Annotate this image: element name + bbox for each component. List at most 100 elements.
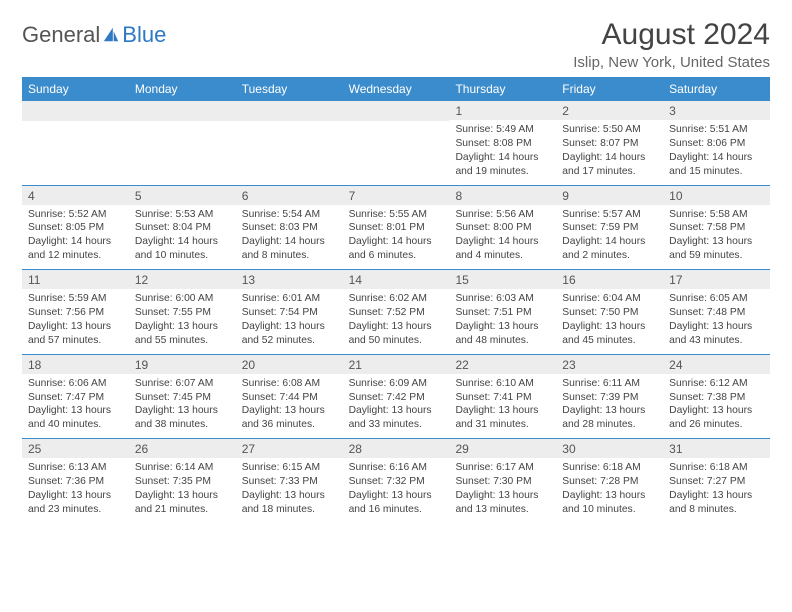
day-number: 4: [22, 186, 129, 205]
sunrise-line: Sunrise: 6:01 AM: [242, 292, 337, 306]
sunset-line: Sunset: 8:08 PM: [455, 137, 550, 151]
day-cell: 13Sunrise: 6:01 AMSunset: 7:54 PMDayligh…: [236, 270, 343, 354]
daylight-line: Daylight: 13 hours and 43 minutes.: [669, 320, 764, 348]
sunrise-line: Sunrise: 5:56 AM: [455, 208, 550, 222]
daylight-line: Daylight: 13 hours and 28 minutes.: [562, 404, 657, 432]
empty-day: [129, 101, 236, 121]
sunset-line: Sunset: 7:48 PM: [669, 306, 764, 320]
day-body: Sunrise: 6:15 AMSunset: 7:33 PMDaylight:…: [236, 461, 343, 517]
day-of-week-header: SundayMondayTuesdayWednesdayThursdayFrid…: [22, 77, 770, 101]
sunset-line: Sunset: 8:01 PM: [349, 221, 444, 235]
day-number: 11: [22, 270, 129, 289]
sunset-line: Sunset: 8:07 PM: [562, 137, 657, 151]
day-body: Sunrise: 6:00 AMSunset: 7:55 PMDaylight:…: [129, 292, 236, 348]
daylight-line: Daylight: 14 hours and 12 minutes.: [28, 235, 123, 263]
sunrise-line: Sunrise: 6:02 AM: [349, 292, 444, 306]
sunrise-line: Sunrise: 5:52 AM: [28, 208, 123, 222]
daylight-line: Daylight: 13 hours and 13 minutes.: [455, 489, 550, 517]
day-cell: 21Sunrise: 6:09 AMSunset: 7:42 PMDayligh…: [343, 355, 450, 439]
sunrise-line: Sunrise: 5:51 AM: [669, 123, 764, 137]
day-body: Sunrise: 6:02 AMSunset: 7:52 PMDaylight:…: [343, 292, 450, 348]
sunset-line: Sunset: 7:58 PM: [669, 221, 764, 235]
day-cell: [129, 101, 236, 185]
day-number: 7: [343, 186, 450, 205]
day-cell: 9Sunrise: 5:57 AMSunset: 7:59 PMDaylight…: [556, 186, 663, 270]
sunrise-line: Sunrise: 6:08 AM: [242, 377, 337, 391]
day-cell: 27Sunrise: 6:15 AMSunset: 7:33 PMDayligh…: [236, 439, 343, 523]
sunset-line: Sunset: 7:38 PM: [669, 391, 764, 405]
daylight-line: Daylight: 13 hours and 18 minutes.: [242, 489, 337, 517]
sunset-line: Sunset: 7:52 PM: [349, 306, 444, 320]
day-cell: 2Sunrise: 5:50 AMSunset: 8:07 PMDaylight…: [556, 101, 663, 185]
daylight-line: Daylight: 13 hours and 36 minutes.: [242, 404, 337, 432]
day-body: Sunrise: 5:55 AMSunset: 8:01 PMDaylight:…: [343, 208, 450, 264]
logo-sail-icon: [102, 26, 120, 44]
day-body: Sunrise: 6:06 AMSunset: 7:47 PMDaylight:…: [22, 377, 129, 433]
day-cell: 3Sunrise: 5:51 AMSunset: 8:06 PMDaylight…: [663, 101, 770, 185]
day-cell: [236, 101, 343, 185]
day-body: Sunrise: 5:49 AMSunset: 8:08 PMDaylight:…: [449, 123, 556, 179]
sunrise-line: Sunrise: 6:10 AM: [455, 377, 550, 391]
day-number: 1: [449, 101, 556, 120]
sunset-line: Sunset: 7:35 PM: [135, 475, 230, 489]
day-body: Sunrise: 6:08 AMSunset: 7:44 PMDaylight:…: [236, 377, 343, 433]
dow-cell: Saturday: [663, 77, 770, 101]
day-number: 15: [449, 270, 556, 289]
sunrise-line: Sunrise: 5:57 AM: [562, 208, 657, 222]
daylight-line: Daylight: 13 hours and 31 minutes.: [455, 404, 550, 432]
day-number: 8: [449, 186, 556, 205]
day-body: Sunrise: 5:50 AMSunset: 8:07 PMDaylight:…: [556, 123, 663, 179]
sunrise-line: Sunrise: 5:54 AM: [242, 208, 337, 222]
title-block: August 2024 Islip, New York, United Stat…: [573, 18, 770, 71]
day-body: Sunrise: 6:09 AMSunset: 7:42 PMDaylight:…: [343, 377, 450, 433]
day-cell: 8 Sunrise: 5:56 AMSunset: 8:00 PMDaylight…: [449, 186, 556, 270]
day-body: Sunrise: 6:18 AMSunset: 7:27 PMDaylight:…: [663, 461, 770, 517]
day-number: 25: [22, 439, 129, 458]
day-number: 12: [129, 270, 236, 289]
day-body: Sunrise: 5:56 AMSunset: 8:00 PMDaylight:…: [449, 208, 556, 264]
day-cell: 31Sunrise: 6:18 AMSunset: 7:27 PMDayligh…: [663, 439, 770, 523]
dow-cell: Wednesday: [343, 77, 450, 101]
daylight-line: Daylight: 13 hours and 21 minutes.: [135, 489, 230, 517]
day-cell: 11 Sunrise: 5:59 AMSunset: 7:56 PMDayligh…: [22, 270, 129, 354]
sunrise-line: Sunrise: 6:05 AM: [669, 292, 764, 306]
sunrise-line: Sunrise: 6:18 AM: [562, 461, 657, 475]
empty-day: [343, 101, 450, 121]
daylight-line: Daylight: 13 hours and 16 minutes.: [349, 489, 444, 517]
day-number: 19: [129, 355, 236, 374]
day-number: 3: [663, 101, 770, 120]
calendar: SundayMondayTuesdayWednesdayThursdayFrid…: [22, 77, 770, 523]
day-cell: 4 Sunrise: 5:52 AMSunset: 8:05 PMDaylight…: [22, 186, 129, 270]
day-body: Sunrise: 6:07 AMSunset: 7:45 PMDaylight:…: [129, 377, 236, 433]
day-cell: 12 Sunrise: 6:00 AMSunset: 7:55 PMDayligh…: [129, 270, 236, 354]
sunrise-line: Sunrise: 6:03 AM: [455, 292, 550, 306]
empty-day: [22, 101, 129, 121]
day-body: Sunrise: 6:12 AMSunset: 7:38 PMDaylight:…: [663, 377, 770, 433]
logo: General Blue: [22, 22, 166, 48]
dow-cell: Friday: [556, 77, 663, 101]
daylight-line: Daylight: 13 hours and 50 minutes.: [349, 320, 444, 348]
sunrise-line: Sunrise: 6:11 AM: [562, 377, 657, 391]
day-number: 22: [449, 355, 556, 374]
empty-day: [236, 101, 343, 121]
sunset-line: Sunset: 7:56 PM: [28, 306, 123, 320]
day-cell: 14Sunrise: 6:02 AMSunset: 7:52 PMDayligh…: [343, 270, 450, 354]
daylight-line: Daylight: 13 hours and 38 minutes.: [135, 404, 230, 432]
sunset-line: Sunset: 8:05 PM: [28, 221, 123, 235]
day-body: Sunrise: 5:59 AMSunset: 7:56 PMDaylight:…: [22, 292, 129, 348]
day-cell: 20Sunrise: 6:08 AMSunset: 7:44 PMDayligh…: [236, 355, 343, 439]
daylight-line: Daylight: 14 hours and 10 minutes.: [135, 235, 230, 263]
sunset-line: Sunset: 7:33 PM: [242, 475, 337, 489]
day-cell: 28Sunrise: 6:16 AMSunset: 7:32 PMDayligh…: [343, 439, 450, 523]
dow-cell: Thursday: [449, 77, 556, 101]
daylight-line: Daylight: 14 hours and 4 minutes.: [455, 235, 550, 263]
day-body: Sunrise: 5:53 AMSunset: 8:04 PMDaylight:…: [129, 208, 236, 264]
daylight-line: Daylight: 13 hours and 57 minutes.: [28, 320, 123, 348]
daylight-line: Daylight: 13 hours and 55 minutes.: [135, 320, 230, 348]
sunset-line: Sunset: 8:04 PM: [135, 221, 230, 235]
week-row: 18Sunrise: 6:06 AMSunset: 7:47 PMDayligh…: [22, 354, 770, 439]
dow-cell: Sunday: [22, 77, 129, 101]
day-body: Sunrise: 6:13 AMSunset: 7:36 PMDaylight:…: [22, 461, 129, 517]
day-cell: 19 Sunrise: 6:07 AMSunset: 7:45 PMDayligh…: [129, 355, 236, 439]
sunset-line: Sunset: 7:39 PM: [562, 391, 657, 405]
